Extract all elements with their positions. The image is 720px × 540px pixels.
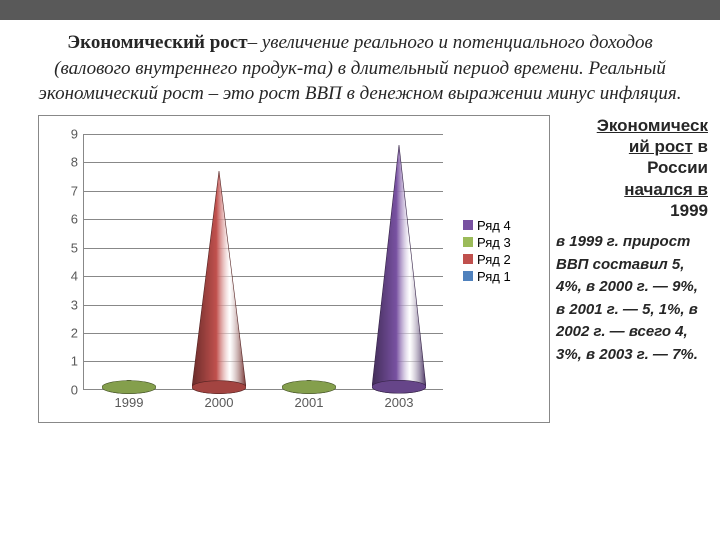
cone <box>282 380 336 396</box>
y-tick: 0 <box>71 382 84 397</box>
legend-item: Ряд 2 <box>463 252 511 267</box>
legend-item: Ряд 1 <box>463 269 511 284</box>
side-body: в 1999 г. прирост ВВП составил 5, 4%, в … <box>556 231 708 366</box>
side-heading-line: начался в <box>556 179 708 200</box>
legend-swatch <box>463 254 473 264</box>
side-text: Экономический рост вРоссииначался в1999 … <box>556 115 712 423</box>
top-bar <box>0 0 720 20</box>
y-tick: 6 <box>71 212 84 227</box>
legend-label: Ряд 1 <box>477 269 511 284</box>
side-heading-line: ий рост в <box>556 136 708 157</box>
side-heading-line: России <box>556 157 708 178</box>
legend: Ряд 4 Ряд 3 Ряд 2 Ряд 1 <box>463 216 511 286</box>
chart-box: 01234567891999200020012003 Ряд 4Ряд 3Ряд… <box>38 115 550 423</box>
title-lead: Экономический рост <box>67 32 247 53</box>
legend-swatch <box>463 237 473 247</box>
legend-item: Ряд 3 <box>463 235 511 250</box>
legend-label: Ряд 4 <box>477 218 511 233</box>
y-tick: 7 <box>71 183 84 198</box>
y-tick: 8 <box>71 155 84 170</box>
side-heading-line: Экономическ <box>556 115 708 136</box>
side-heading: Экономический рост вРоссииначался в1999 <box>556 115 708 221</box>
gridline <box>84 134 443 135</box>
y-tick: 4 <box>71 269 84 284</box>
content-row: 01234567891999200020012003 Ряд 4Ряд 3Ряд… <box>0 115 720 423</box>
legend-label: Ряд 3 <box>477 235 511 250</box>
cone <box>372 145 426 395</box>
legend-swatch <box>463 271 473 281</box>
plot-area: 01234567891999200020012003 <box>83 134 443 390</box>
legend-label: Ряд 2 <box>477 252 511 267</box>
side-heading-line: 1999 <box>556 200 708 221</box>
y-tick: 9 <box>71 126 84 141</box>
legend-item: Ряд 4 <box>463 218 511 233</box>
cone <box>192 171 246 396</box>
y-tick: 1 <box>71 354 84 369</box>
legend-swatch <box>463 220 473 230</box>
y-tick: 3 <box>71 297 84 312</box>
cone <box>102 380 156 396</box>
title-block: Экономический рост– увеличение реального… <box>0 20 720 115</box>
y-tick: 2 <box>71 326 84 341</box>
y-tick: 5 <box>71 240 84 255</box>
